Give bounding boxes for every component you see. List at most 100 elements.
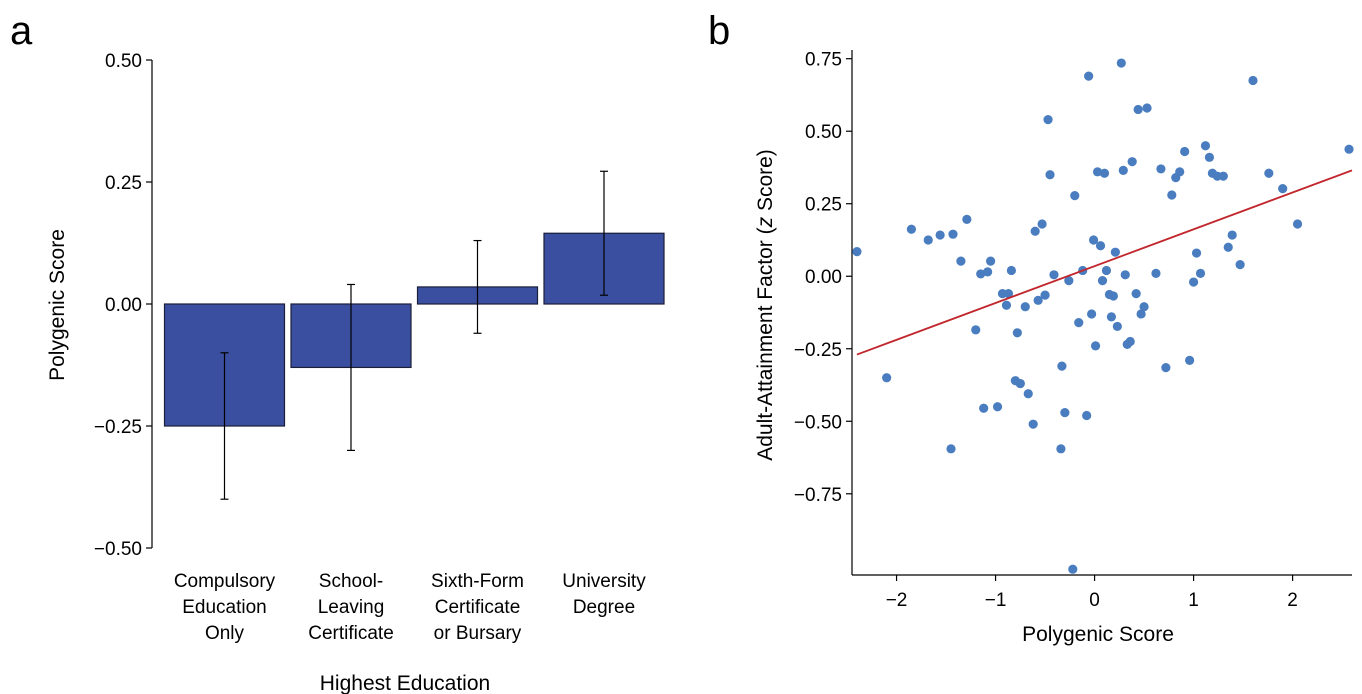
panel-b-point [1136,309,1146,319]
panel-b-y-tick-label: 0.00 [805,267,842,288]
panel-b-point [1218,171,1228,181]
panel-b-x-tick-label: −1 [985,590,1007,611]
panel-a-x-tick-label: Certificate [308,623,394,644]
panel-b-point [1088,235,1099,245]
panel-a-x-tick-label: or Bursary [434,623,522,644]
panel-b-point [1033,295,1043,305]
panel-b-point [1106,312,1117,322]
panel-a-x-tick-label: Compulsory [174,571,276,592]
panel-a-x-axis-title: Highest Education [320,672,490,694]
panel-b-point [1056,444,1066,454]
panel-b-point [923,235,933,245]
panel-b-point [1175,167,1185,177]
panel-b-point [1049,270,1059,280]
panel-a-y-tick-label: 0.00 [105,295,142,316]
panel-a-bar-chart: a −0.50 −0.25 0.00 0.25 0.50 Compulsory Educa… [10,9,665,694]
panel-b-point [1064,275,1074,286]
panel-a-label: a [10,9,33,53]
panel-b-point [1095,241,1106,251]
panel-b-point [1292,219,1303,229]
panel-b-y-tick-label: 0.50 [805,122,842,143]
panel-b-point [1188,277,1199,287]
panel-a-y-tick-label: 0.50 [105,51,142,72]
panel-a-y-axis: −0.50 −0.25 0.00 0.25 0.50 [94,51,153,560]
panel-b-point [1110,247,1120,257]
panel-b-point [1003,289,1014,299]
panel-b-point [986,256,996,266]
panel-a-x-tick-label: Degree [573,597,635,618]
panel-b-point [946,444,956,454]
panel-b-point [1070,191,1080,201]
panel-b-point [1001,300,1012,310]
panel-b-point [1227,230,1237,240]
panel-b-y-axis-title-part1: Adult-Attainment Factor ( [754,227,777,460]
panel-b-point [1045,170,1055,180]
panel-b-point [956,256,966,266]
panel-b-point [1195,268,1206,278]
panel-a-x-tick-label: Only [205,623,245,644]
panel-b-point [1139,302,1149,312]
panel-b-y-axis-title-part3: Score) [754,149,777,217]
panel-b-point [992,402,1003,412]
panel-b-x-tick-label: −2 [886,590,908,611]
panel-b-point [1118,165,1128,175]
panel-b-y-tick-label: −0.25 [794,340,842,361]
panel-b-point [971,325,981,335]
panel-b-point [1082,410,1092,421]
panel-b-point [1043,115,1053,125]
panel-b-point [1084,71,1094,81]
panel-a-x-tick-label: Certificate [435,597,521,618]
panel-b-point [1344,144,1354,154]
panel-b-point [1142,103,1152,113]
panel-b-point [1223,242,1233,252]
panel-b-point [1180,146,1190,157]
panel-b-point [1278,184,1288,194]
panel-b-point [882,373,892,383]
panel-a-y-tick-label: −0.50 [94,539,142,560]
panel-b-point [983,267,993,277]
panel-a-x-tick-label: Leaving [318,597,385,618]
panel-b-point [1156,164,1166,174]
panel-b-point [1151,268,1161,278]
panel-b-point [1125,336,1135,347]
panel-b-point [1030,226,1040,236]
panel-b-point [1012,328,1022,338]
panel-a-x-tick-label: University [562,571,646,592]
panel-b-point [1090,341,1101,351]
panel-a-y-tick-label: 0.25 [105,173,142,194]
panel-b-point [1204,152,1215,162]
panel-b-point [962,214,972,224]
panel-b-x-tick-label: 2 [1287,590,1298,611]
panel-a-x-tick-label: Education [182,597,267,618]
panel-b-y-axis-title: Adult-Attainment Factor (z Score) [754,149,777,461]
panel-b-point [1099,168,1110,178]
panel-b-x-tick-label: 1 [1188,590,1199,611]
panel-a-x-tick-label: Sixth-Form [431,571,524,592]
panel-a-bars [163,232,665,427]
panel-a-y-axis-title: Polygenic Score [46,229,69,381]
panel-b-point [979,403,989,413]
panel-b-points [852,58,1354,574]
panel-b-point [1006,265,1017,276]
panel-b-point [1161,363,1171,373]
panel-b-point [906,224,917,234]
panel-b-point [1028,419,1038,429]
panel-b-y-tick-label: −0.75 [794,485,842,506]
panel-b-point [852,246,862,257]
panel-b-point [1133,104,1143,115]
panel-b-axes: −0.75 −0.50 −0.25 0.00 0.25 0.50 0.75 −2 −1 0 1 2 [794,50,1352,611]
panel-b-point [1020,302,1030,312]
panel-b-point [1185,355,1195,365]
panel-b-point [948,229,958,239]
panel-b-point [1200,141,1211,151]
panel-b-point [1074,318,1084,328]
panel-b-x-tick-label: 0 [1089,590,1100,611]
panel-b-label: b [708,9,730,53]
panel-b-x-axis-title: Polygenic Score [1022,623,1174,646]
panel-b-point [1023,389,1033,399]
panel-b-point [1112,321,1122,332]
panel-b-point [1060,407,1070,418]
panel-b-point [1108,291,1118,301]
panel-b-point [1092,167,1103,177]
